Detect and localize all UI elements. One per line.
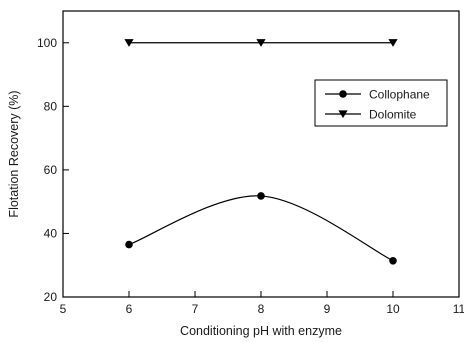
- dolomite-series: [124, 39, 398, 47]
- legend-marker-collophane: [339, 90, 347, 98]
- collophane-point: [389, 256, 397, 265]
- legend: Collophane Dolomite: [314, 79, 448, 127]
- legend-item-collophane: Collophane: [325, 88, 430, 102]
- legend-box: [314, 79, 448, 127]
- legend-marker-dolomite: [338, 110, 348, 119]
- y-axis-label: Flotation Recovery (%): [7, 90, 21, 217]
- y-tick-label: 60: [44, 163, 58, 177]
- legend-label-collophane: Collophane: [369, 88, 430, 102]
- x-tick-label: 10: [386, 302, 400, 316]
- x-axis-ticks: 5 6 7 8 9 10 11: [60, 291, 464, 316]
- y-tick-label: 20: [44, 290, 58, 304]
- x-tick-label: 6: [126, 302, 133, 316]
- y-tick-label: 80: [44, 99, 58, 113]
- dolomite-point: [124, 39, 134, 47]
- series-layer: [124, 39, 398, 265]
- y-tick-label: 100: [37, 36, 57, 50]
- collophane-series: [125, 192, 397, 265]
- legend-item-dolomite: Dolomite: [325, 108, 417, 122]
- legend-label-dolomite: Dolomite: [369, 108, 417, 122]
- x-tick-label: 9: [324, 302, 331, 316]
- x-tick-label: 11: [453, 302, 464, 316]
- y-tick-label: 40: [44, 226, 58, 240]
- y-axis-ticks: 20 40 60 80 100: [37, 36, 69, 304]
- x-axis-label: Conditioning pH with enzyme: [180, 324, 342, 338]
- collophane-point: [125, 240, 133, 249]
- plot-area: [62, 10, 460, 298]
- plot-frame: [62, 10, 460, 298]
- dolomite-point: [388, 39, 398, 47]
- dolomite-point: [256, 39, 266, 47]
- x-tick-label: 8: [258, 302, 265, 316]
- x-tick-label: 5: [60, 302, 67, 316]
- collophane-point: [257, 192, 265, 200]
- collophane-line: [128, 195, 394, 262]
- x-tick-label: 7: [192, 302, 199, 316]
